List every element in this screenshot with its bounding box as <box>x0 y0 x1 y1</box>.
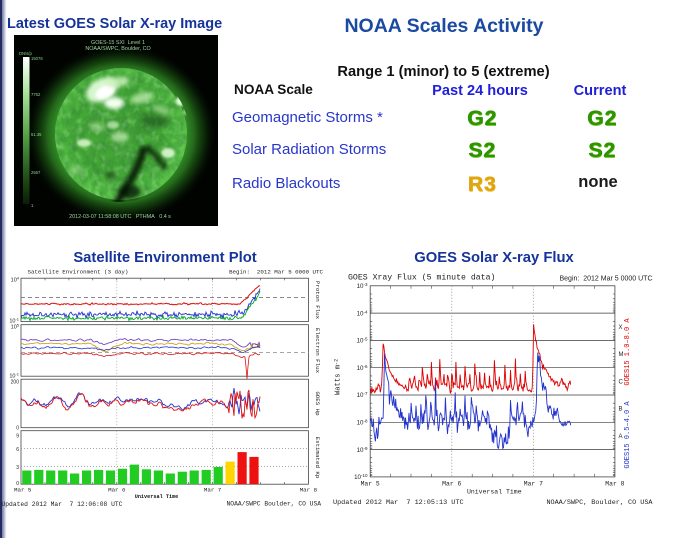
svg-text:Watts m-2: Watts m-2 <box>334 359 343 395</box>
svg-text:Mar 5: Mar 5 <box>361 481 380 488</box>
svg-text:10-9: 10-9 <box>357 446 368 454</box>
svg-text:200: 200 <box>11 380 20 386</box>
svg-text:Estimated Kp: Estimated Kp <box>314 437 321 479</box>
svg-text:Updated 2012 Mar 7 12:05:13 U: Updated 2012 Mar 7 12:05:13 UTC <box>333 499 464 507</box>
svg-text:3: 3 <box>16 465 19 471</box>
svg-text:B: B <box>619 407 623 413</box>
svg-text:10-3: 10-3 <box>357 282 368 290</box>
svg-text:GOES15 0.5–4.0 A: GOES15 0.5–4.0 A <box>624 401 632 469</box>
svg-text:GOES-15 SXI Level 1: GOES-15 SXI Level 1 <box>91 40 145 46</box>
svg-text:C: C <box>619 379 624 385</box>
svg-text:Mar 6: Mar 6 <box>442 481 461 488</box>
svg-text:7752: 7752 <box>31 92 41 97</box>
svg-text:Proton Flux: Proton Flux <box>314 281 321 320</box>
svg-text:Begin: 2012 Mar 5 0000 UTC: Begin: 2012 Mar 5 0000 UTC <box>229 269 323 276</box>
svg-text:10-4: 10-4 <box>357 309 368 317</box>
svg-text:Updated 2012 Mar 7 12:06:08 U: Updated 2012 Mar 7 12:06:08 UTC <box>2 501 123 508</box>
svg-text:0: 0 <box>16 481 19 487</box>
svg-text:Universal Time: Universal Time <box>467 489 522 496</box>
svg-text:DN/s/p: DN/s/p <box>19 51 32 56</box>
svg-text:2567: 2567 <box>31 170 41 175</box>
svg-text:X: X <box>619 325 623 331</box>
svg-text:Mar 6: Mar 6 <box>108 487 126 494</box>
svg-text:15076: 15076 <box>31 56 43 61</box>
svg-text:GOES15 1.0–8.0 A: GOES15 1.0–8.0 A <box>624 318 632 386</box>
svg-text:104: 104 <box>11 276 20 284</box>
svg-text:Satellite Environment (3 day): Satellite Environment (3 day) <box>28 269 129 276</box>
svg-text:10-5: 10-5 <box>357 337 368 345</box>
svg-text:0: 0 <box>16 426 19 432</box>
svg-text:2012-03-07 11:58:08 UTC PTHM: 2012-03-07 11:58:08 UTC PTHMA 0.4 s <box>69 214 171 220</box>
svg-text:10-6: 10-6 <box>357 364 368 372</box>
svg-text:51.35: 51.35 <box>31 132 42 137</box>
svg-text:10-7: 10-7 <box>357 391 368 399</box>
svg-text:A: A <box>619 434 623 440</box>
svg-text:10-8: 10-8 <box>357 419 368 427</box>
svg-text:10-10: 10-10 <box>354 473 368 481</box>
svg-text:M: M <box>619 352 624 358</box>
svg-text:NOAA/SWPC, Boulder, CO USA: NOAA/SWPC, Boulder, CO USA <box>546 499 653 507</box>
svg-text:GOES Hp: GOES Hp <box>314 391 321 416</box>
svg-text:10-1: 10-1 <box>9 372 19 380</box>
svg-text:GOES Xray Flux (5 minute data): GOES Xray Flux (5 minute data) <box>348 273 495 283</box>
svg-text:6: 6 <box>16 447 19 453</box>
svg-text:105: 105 <box>11 323 20 331</box>
svg-text:Mar 7: Mar 7 <box>204 487 222 494</box>
svg-text:NOAA/SWPC Boulder, CO USA: NOAA/SWPC Boulder, CO USA <box>227 501 322 508</box>
svg-text:Electron Flux: Electron Flux <box>314 328 321 374</box>
svg-text:10-1: 10-1 <box>9 317 19 325</box>
svg-text:Begin: 2012 Mar 5 0000 UTC: Begin: 2012 Mar 5 0000 UTC <box>560 276 653 283</box>
svg-text:Mar 7: Mar 7 <box>524 481 543 488</box>
svg-text:Universal Time: Universal Time <box>135 494 179 500</box>
svg-text:Mar 5: Mar 5 <box>14 487 32 494</box>
svg-text:Mar 8: Mar 8 <box>605 481 624 488</box>
svg-text:9: 9 <box>16 434 19 440</box>
svg-text:1: 1 <box>31 203 34 208</box>
svg-text:Mar 8: Mar 8 <box>300 487 318 494</box>
svg-text:NOAA/SWPC, Boulder, CO: NOAA/SWPC, Boulder, CO <box>85 46 150 52</box>
